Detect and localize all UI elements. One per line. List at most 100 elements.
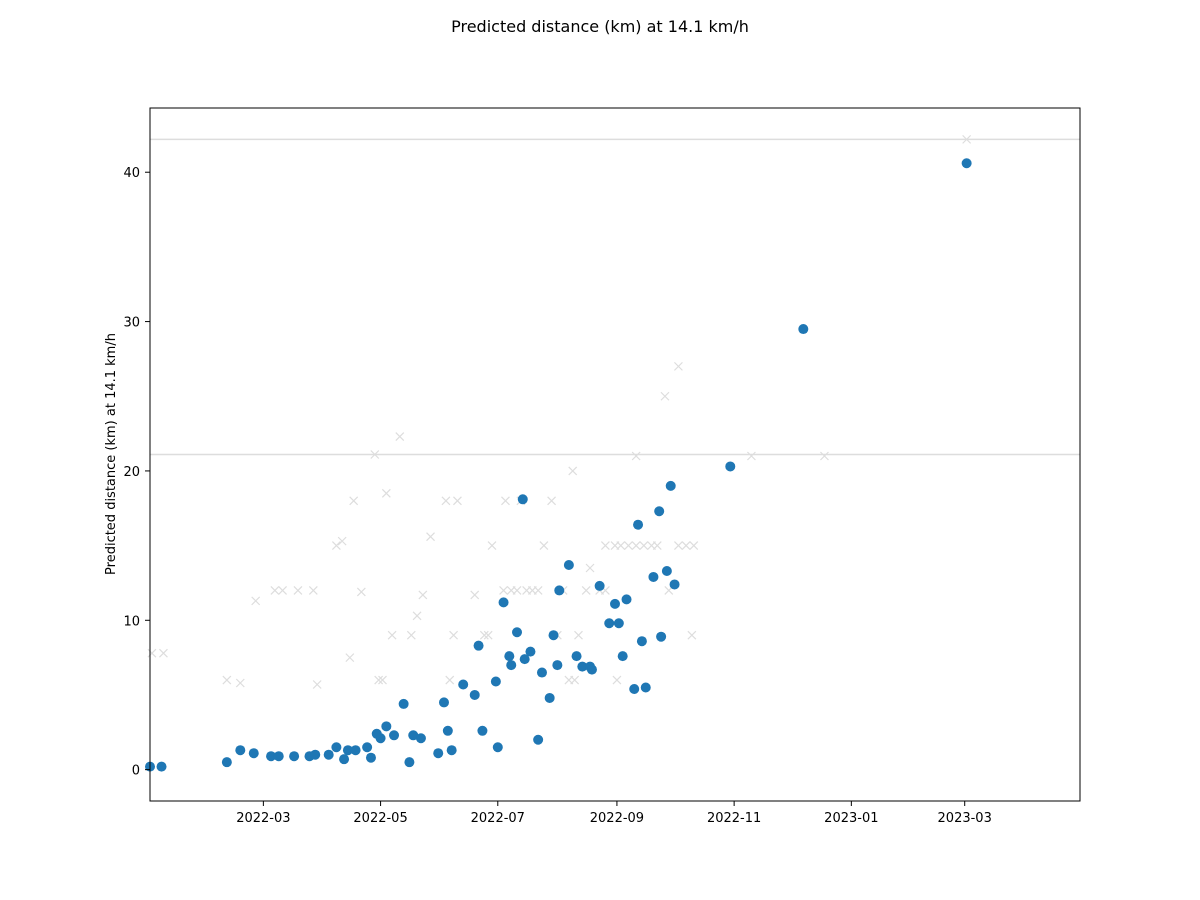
cross-stroke: [387, 630, 397, 640]
cross-stroke: [308, 585, 318, 595]
circle-marker: [536, 667, 547, 678]
circle-marker: [442, 725, 453, 736]
circle-marker: [633, 519, 644, 530]
circle-marker: [629, 683, 640, 694]
circle-marker: [350, 745, 361, 756]
cross-marker: [387, 630, 397, 640]
cross-stroke: [426, 532, 435, 542]
cross-marker: [418, 590, 428, 600]
cross-stroke: [235, 678, 245, 688]
cross-marker: [660, 391, 670, 401]
cross-stroke: [470, 590, 480, 600]
circle-marker: [498, 597, 509, 608]
cross-marker: [681, 541, 691, 551]
cross-marker: [374, 675, 384, 685]
cross-stroke: [222, 675, 232, 685]
cross-marker: [331, 541, 341, 551]
cross-stroke: [159, 648, 168, 658]
circle-marker: [381, 721, 392, 732]
cross-marker: [512, 585, 522, 595]
cross-stroke: [652, 541, 662, 551]
cross-marker: [470, 590, 480, 600]
cross-marker: [616, 541, 626, 551]
cross-marker: [568, 466, 578, 476]
cross-stroke: [345, 653, 355, 663]
circle-marker: [654, 506, 665, 517]
y-tick-label: 10: [123, 614, 140, 629]
cross-stroke: [962, 134, 972, 144]
circle-marker: [469, 689, 480, 700]
x-tick-label: 2022-05: [353, 811, 407, 826]
circle-marker: [389, 730, 400, 741]
cross-stroke: [547, 496, 557, 506]
cross-marker: [278, 585, 288, 595]
cross-marker: [487, 541, 497, 551]
y-tick-label: 20: [123, 465, 140, 480]
cross-stroke: [337, 536, 347, 546]
cross-marker: [539, 541, 549, 551]
reference-lines: [150, 138, 1080, 456]
cross-stroke: [278, 585, 288, 595]
cross-stroke: [624, 541, 633, 551]
circle-marker: [408, 730, 419, 741]
circle-marker: [235, 745, 246, 756]
cross-stroke: [673, 541, 683, 551]
cross-stroke: [681, 541, 691, 551]
cross-stroke: [479, 630, 489, 640]
cross-marker: [293, 585, 303, 595]
cross-stroke: [600, 585, 610, 595]
circle-marker: [636, 636, 647, 647]
cross-stroke: [660, 391, 670, 401]
circle-marker: [266, 751, 277, 762]
cross-stroke: [370, 450, 380, 459]
circle-marker: [404, 757, 415, 768]
cross-marker: [449, 630, 459, 640]
cross-stroke: [820, 451, 829, 461]
circle-marker: [613, 618, 624, 629]
cross-marker: [612, 675, 622, 685]
circle-marker: [331, 742, 342, 753]
circle-marker: [571, 651, 582, 662]
cross-stroke: [539, 541, 549, 551]
cross-marker: [356, 587, 366, 597]
cross-stroke: [453, 496, 462, 506]
cross-stroke: [312, 680, 322, 689]
circle-marker: [961, 158, 972, 169]
cross-marker: [406, 630, 416, 640]
x-tick-label: 2022-07: [471, 811, 525, 826]
cross-stroke: [533, 585, 543, 595]
circle-marker: [525, 646, 536, 657]
y-tick-label: 30: [123, 316, 140, 331]
cross-stroke: [147, 648, 157, 658]
cross-stroke: [747, 451, 756, 461]
circle-marker: [289, 751, 300, 762]
cross-marker: [147, 648, 157, 658]
cross-stroke: [418, 590, 428, 600]
circle-marker: [446, 745, 457, 756]
cross-stroke: [412, 611, 422, 621]
cross-marker: [962, 134, 972, 144]
circle-marker: [661, 565, 672, 576]
cross-marker: [631, 541, 641, 551]
cross-marker: [312, 680, 322, 689]
cross-stroke: [251, 596, 261, 606]
circle-marker: [438, 697, 449, 708]
circle-marker: [362, 742, 373, 753]
circle-marker: [665, 480, 676, 491]
circle-marker: [563, 560, 574, 571]
cross-marker: [673, 541, 683, 551]
circle-marker: [506, 660, 517, 671]
circle-marker: [544, 692, 555, 703]
circle-marker: [604, 618, 615, 629]
cross-marker: [652, 541, 662, 551]
plot-frame: [149, 107, 1081, 802]
circle-marker: [156, 761, 167, 772]
cross-stroke: [406, 630, 416, 640]
cross-stroke: [349, 496, 359, 506]
cross-stroke: [689, 541, 699, 551]
circle-marker: [656, 631, 667, 642]
circle-marker: [398, 698, 409, 709]
cross-marker: [570, 675, 580, 685]
circle-marker: [248, 748, 259, 759]
cross-stroke: [356, 587, 366, 597]
